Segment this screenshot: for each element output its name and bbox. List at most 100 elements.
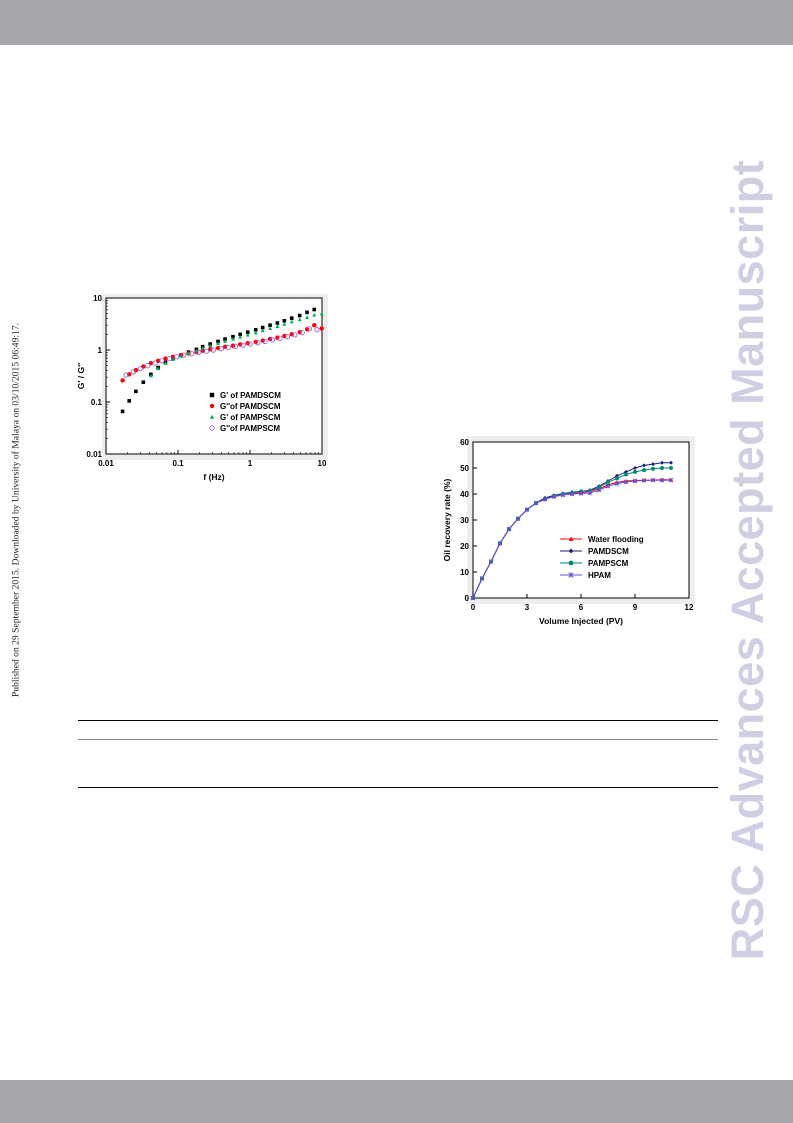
data-point (660, 466, 664, 470)
data-point (651, 466, 655, 471)
y-tick-label: 60 (460, 438, 469, 447)
legend-marker (568, 536, 574, 541)
legend-marker (209, 425, 215, 431)
y-tick-label: 10 (93, 294, 102, 303)
data-point (319, 326, 324, 331)
data-point (660, 460, 664, 465)
data-point (282, 322, 287, 326)
data-point (275, 321, 280, 325)
x-tick-label: 0 (471, 603, 476, 612)
data-point (130, 369, 136, 375)
x-tick-label: 12 (685, 603, 694, 612)
data-point (624, 472, 628, 477)
data-point (216, 339, 220, 344)
x-axis-label: Volume Injected (PV) (539, 616, 623, 626)
y-axis-label: G' / G'' (76, 363, 86, 389)
data-point (210, 347, 216, 353)
data-point (289, 316, 294, 320)
data-point (632, 478, 638, 484)
data-point (120, 409, 125, 414)
data-point (642, 468, 646, 473)
x-tick-label: 10 (318, 459, 327, 468)
data-point (253, 330, 258, 335)
data-point (127, 399, 131, 403)
x-axis-label: f (Hz) (203, 472, 224, 482)
legend-label: HPAM (588, 571, 611, 580)
data-point (297, 317, 302, 322)
data-point (152, 360, 158, 366)
data-point (223, 339, 228, 343)
data-point (292, 332, 298, 338)
data-point (237, 342, 243, 347)
data-point (159, 358, 165, 364)
data-point (232, 343, 239, 349)
data-point (166, 356, 173, 362)
data-point (148, 373, 153, 378)
oil-recovery-chart: 0 3 6 9 12 0 10 20 30 40 50 60 Volume Injected (PV) O… (442, 436, 695, 626)
data-point (284, 334, 290, 340)
data-point (524, 507, 530, 512)
data-point (260, 325, 265, 330)
data-point (218, 346, 224, 352)
y-tick-label: 1 (98, 346, 103, 355)
data-point (312, 322, 317, 328)
data-point (238, 332, 242, 337)
y-tick-label: 0.1 (91, 398, 103, 407)
footer-band (0, 1080, 793, 1123)
data-point (587, 490, 593, 496)
data-point (614, 481, 620, 486)
data-point (651, 462, 655, 467)
plot-frame (105, 297, 323, 455)
data-point (606, 480, 610, 485)
y-tick-label: 0 (465, 594, 470, 603)
legend-label: G''of PAMDSCM (220, 402, 281, 411)
data-point (245, 332, 250, 337)
data-point (231, 334, 235, 339)
data-point (623, 479, 629, 485)
data-point (275, 324, 280, 328)
x-tick-label: 0.01 (98, 459, 114, 468)
legend-label: G' of PAMDSCM (220, 391, 281, 400)
y-tick-label: 30 (460, 516, 469, 525)
data-point (596, 487, 602, 493)
legend-label: G''of PAMPSCM (220, 424, 280, 433)
legend-marker (209, 403, 215, 409)
y-tick-label: 20 (460, 542, 469, 551)
data-point (659, 477, 665, 483)
data-point (134, 389, 138, 394)
data-point (319, 311, 324, 316)
data-point (289, 319, 294, 324)
y-tick-label: 40 (460, 490, 469, 499)
data-point (312, 313, 317, 317)
data-point (133, 367, 139, 373)
data-point (223, 337, 227, 341)
data-point (551, 494, 557, 499)
data-point (245, 330, 250, 334)
data-point (669, 460, 673, 465)
data-point (194, 348, 199, 353)
data-point (269, 337, 276, 343)
data-point (240, 342, 246, 348)
x-tick-label: 9 (633, 603, 638, 612)
data-point (282, 333, 287, 339)
table-top-rule (78, 720, 718, 721)
data-point (470, 595, 476, 601)
legend-marker (568, 560, 574, 566)
x-tick-label: 6 (579, 603, 584, 612)
data-point (216, 341, 221, 346)
data-point (305, 310, 309, 315)
y-tick-label: 50 (460, 464, 469, 473)
data-point (181, 352, 187, 358)
data-point (306, 326, 313, 332)
data-point (578, 491, 584, 496)
data-point (208, 343, 213, 348)
legend-label: G' of PAMPSCM (220, 413, 281, 422)
data-point (200, 346, 205, 350)
data-point (137, 365, 143, 372)
data-point (650, 477, 656, 483)
data-point (141, 380, 146, 385)
data-point (633, 469, 637, 474)
data-point (497, 541, 503, 546)
legend-label: PAMPSCM (588, 559, 629, 568)
data-point (247, 341, 253, 347)
